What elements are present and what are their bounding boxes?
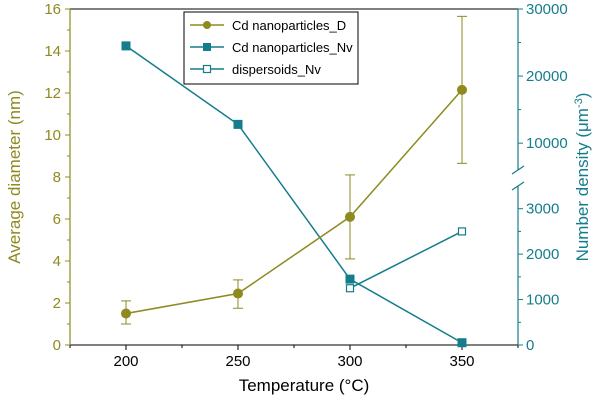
data-point-cd-nanoparticles-nv <box>121 41 131 51</box>
series-line-cd-nanoparticles-d <box>125 89 463 315</box>
data-point-cd-nanoparticles-nv <box>457 338 467 348</box>
y-right-axis-title: Number density (μm-3) <box>573 93 592 262</box>
y-right-axis-title-suffix: ) <box>573 93 592 99</box>
data-point-cd-nanoparticles-d <box>121 308 131 319</box>
legend-label: Cd nanoparticles_Nv <box>232 40 353 55</box>
plot-layer: 200 250 300 350 0 2 4 6 8 10 12 14 16 0 1000 2000 3000 10… <box>5 1 592 395</box>
series-break-gap <box>242 172 256 184</box>
data-point-dispersoids-nv <box>345 284 355 293</box>
x-tick-label: 300 <box>337 353 362 370</box>
y-right-tick-label: 10000 <box>526 135 568 152</box>
y-left-tick-label: 12 <box>44 85 61 102</box>
data-point-cd-nanoparticles-d <box>457 84 467 95</box>
y-right-tick-label: 3000 <box>526 201 559 218</box>
legend-marker-square <box>203 43 211 51</box>
legend-marker-open-square <box>202 64 212 74</box>
legend-label: dispersoids_Nv <box>232 62 321 77</box>
series-line-cd-nanoparticles-nv <box>125 45 463 344</box>
data-point-cd-nanoparticles-nv <box>233 119 243 129</box>
legend-box <box>183 11 359 85</box>
x-tick-label: 350 <box>449 353 474 370</box>
legend-label: Cd nanoparticles_D <box>232 18 346 33</box>
y-left-tick-label: 16 <box>44 1 61 18</box>
y-right-axis-title-main: Number density (μm <box>573 108 592 261</box>
y-left-tick-label: 2 <box>53 295 61 312</box>
data-point-dispersoids-nv <box>457 227 467 236</box>
y-left-axis-title: Average diameter (nm) <box>5 90 24 264</box>
y-right-tick-label: 20000 <box>526 68 568 85</box>
y-right-tick-label: 2000 <box>526 246 559 263</box>
x-axis-title: Temperature (°C) <box>239 376 370 395</box>
series-line-dispersoids-nv <box>349 230 463 289</box>
y-left-tick-label: 4 <box>53 253 61 270</box>
y-left-tick-label: 0 <box>53 337 61 354</box>
data-point-cd-nanoparticles-d <box>233 288 243 299</box>
y-left-tick-label: 6 <box>53 211 61 228</box>
data-point-cd-nanoparticles-nv <box>345 274 355 284</box>
axis-break-mark-upper <box>511 165 525 175</box>
y-right-axis-title-exponent: -3 <box>573 98 585 108</box>
legend-marker-circle <box>203 21 211 29</box>
y-left-tick-label: 10 <box>44 127 61 144</box>
y-right-tick-label: 0 <box>526 337 534 354</box>
y-left-tick-label: 8 <box>53 169 61 186</box>
y-right-tick-label: 1000 <box>526 292 559 309</box>
x-tick-label: 200 <box>113 353 138 370</box>
y-right-tick-label: 30000 <box>526 1 568 18</box>
y-left-tick-label: 14 <box>44 43 61 60</box>
x-tick-label: 250 <box>225 353 250 370</box>
axis-break-mark-lower <box>511 181 525 191</box>
data-point-cd-nanoparticles-d <box>345 211 355 222</box>
